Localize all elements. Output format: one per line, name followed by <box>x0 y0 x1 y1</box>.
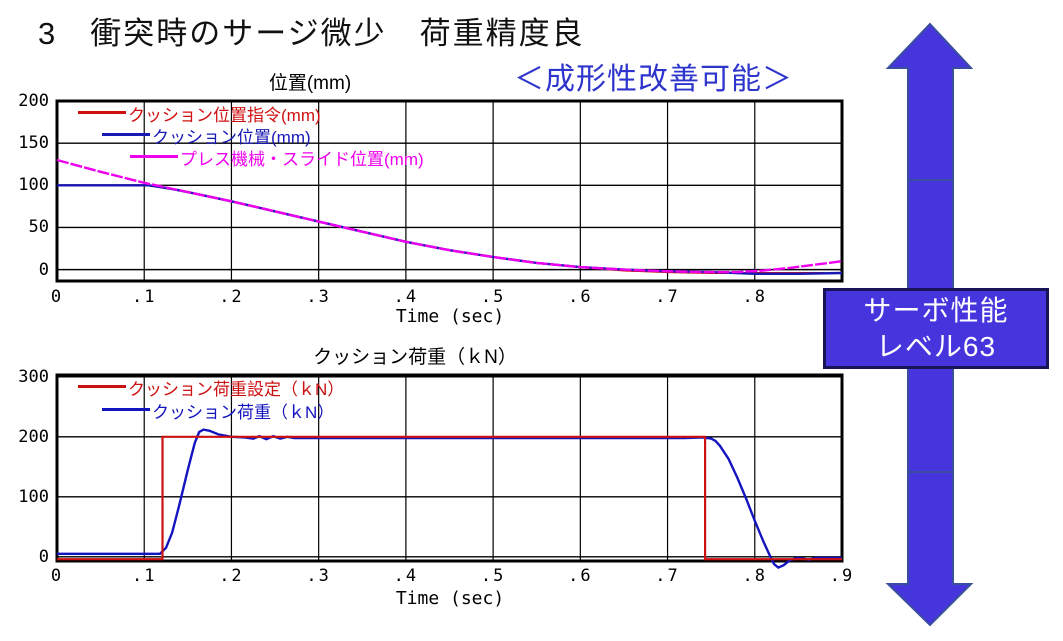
chart1-ytick: 300 <box>18 366 49 387</box>
chart0-series-2 <box>56 158 843 274</box>
chart0-ytick: 0 <box>38 259 49 280</box>
chart0-xtick: .6 <box>568 287 593 307</box>
chart1-xaxis-label: Time (sec) <box>395 588 505 609</box>
servo-performance-badge: サーボ性能 レベル63 <box>823 288 1049 369</box>
servo-badge-line2: レベル63 <box>875 330 997 362</box>
chart0-ytick: 100 <box>18 175 49 196</box>
chart1-ytick: 0 <box>38 546 49 567</box>
chart0-title: 位置(mm) <box>268 73 352 94</box>
chart0-xtick: .3 <box>306 287 331 307</box>
chart1-legend-label: クッション荷重（ｋN） <box>152 403 335 422</box>
chart0-xtick: .8 <box>742 287 767 307</box>
chart0-legend-sample <box>78 111 126 114</box>
chart0-xaxis-label: Time (sec) <box>395 306 505 327</box>
chart0-xtick: 0 <box>50 287 64 307</box>
chart1-legend-label: クッション荷重設定（ｋN） <box>128 380 345 399</box>
chart1-xtick: 0 <box>50 566 64 586</box>
chart0-ytick: 50 <box>28 217 49 238</box>
chart1-xtick: .2 <box>219 566 244 586</box>
chart1-title: クッション荷重（ｋN） <box>313 347 517 368</box>
chart0-xtick: .5 <box>480 287 506 307</box>
chart0-ytick: 200 <box>18 91 49 111</box>
chart1-ytick: 100 <box>18 486 49 507</box>
chart1-legend-sample <box>78 385 126 388</box>
chart1-legend-sample <box>102 408 150 411</box>
chart1-xtick: .9 <box>829 566 855 586</box>
chart1-xtick: .8 <box>742 566 767 586</box>
chart1-ytick: 200 <box>18 426 49 447</box>
chart1-xtick: .4 <box>393 566 419 586</box>
chart1-series-0 <box>57 435 842 561</box>
chart0-legend-label: クッション位置(mm) <box>152 128 311 147</box>
page-title: 3 衝突時のサージ微少 荷重精度良 <box>38 16 585 51</box>
chart1-xtick: .6 <box>568 566 593 586</box>
chart1-xtick: .1 <box>131 566 157 586</box>
chart1-series-1 <box>57 428 842 570</box>
chart1-xtick: .3 <box>306 566 331 586</box>
chart0-ytick: 150 <box>18 133 49 154</box>
chart0-legend-label: クッション位置指令(mm) <box>128 106 321 125</box>
chart0-legend-sample <box>130 155 178 158</box>
chart1-xtick: .7 <box>655 566 680 586</box>
chart0-xtick: .7 <box>655 287 680 307</box>
chart0-xtick: .2 <box>219 287 244 307</box>
subtitle-forming-improvement: ＜成形性改善可能＞ <box>514 63 793 96</box>
chart0-xtick: .4 <box>393 287 419 307</box>
servo-badge-line1: サーボ性能 <box>863 294 1009 326</box>
chart0-legend-label: プレス機械・スライド位置(mm) <box>180 150 424 169</box>
chart0-legend-sample <box>102 133 150 136</box>
chart1-xtick: .5 <box>480 566 506 586</box>
chart0-xtick: .1 <box>131 287 157 307</box>
